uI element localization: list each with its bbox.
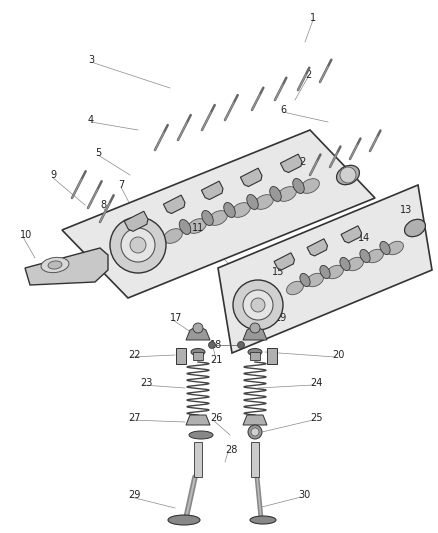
Circle shape xyxy=(121,228,155,262)
Ellipse shape xyxy=(300,273,310,287)
Ellipse shape xyxy=(179,220,191,235)
Ellipse shape xyxy=(340,257,350,271)
Ellipse shape xyxy=(380,241,390,255)
Text: 16: 16 xyxy=(248,283,260,293)
Text: 30: 30 xyxy=(298,490,310,500)
Text: 15: 15 xyxy=(272,267,284,277)
Polygon shape xyxy=(341,226,361,243)
Ellipse shape xyxy=(187,219,206,233)
Text: 24: 24 xyxy=(310,378,322,388)
Text: 17: 17 xyxy=(170,313,182,323)
Ellipse shape xyxy=(286,281,304,295)
Text: 19: 19 xyxy=(275,313,287,323)
Circle shape xyxy=(251,298,265,312)
Text: 10: 10 xyxy=(20,230,32,240)
Polygon shape xyxy=(25,248,108,285)
Text: 25: 25 xyxy=(310,413,322,423)
Text: 23: 23 xyxy=(140,378,152,388)
Ellipse shape xyxy=(327,265,343,279)
Ellipse shape xyxy=(164,229,182,244)
Circle shape xyxy=(243,290,273,320)
Ellipse shape xyxy=(250,516,276,524)
Ellipse shape xyxy=(320,265,330,279)
Polygon shape xyxy=(62,130,375,298)
Ellipse shape xyxy=(168,515,200,525)
Ellipse shape xyxy=(336,165,360,185)
Text: 14: 14 xyxy=(358,233,370,243)
Text: 27: 27 xyxy=(128,413,141,423)
Ellipse shape xyxy=(270,187,281,201)
Circle shape xyxy=(251,428,259,436)
Ellipse shape xyxy=(224,203,235,217)
Ellipse shape xyxy=(278,187,297,201)
Text: 3: 3 xyxy=(88,55,94,65)
Ellipse shape xyxy=(191,349,205,356)
Bar xyxy=(267,348,277,364)
Ellipse shape xyxy=(300,179,319,193)
Circle shape xyxy=(110,217,166,273)
Bar xyxy=(251,442,259,477)
Circle shape xyxy=(208,342,215,349)
Circle shape xyxy=(250,323,260,333)
Text: 21: 21 xyxy=(210,355,223,365)
Ellipse shape xyxy=(189,431,213,439)
Ellipse shape xyxy=(232,203,251,217)
Text: 22: 22 xyxy=(128,350,141,360)
Ellipse shape xyxy=(307,273,324,287)
Bar xyxy=(250,352,260,360)
Ellipse shape xyxy=(386,241,403,255)
Circle shape xyxy=(233,280,283,330)
Polygon shape xyxy=(186,415,210,425)
Text: 18: 18 xyxy=(210,340,222,350)
Polygon shape xyxy=(243,415,267,425)
Polygon shape xyxy=(274,253,294,270)
Bar xyxy=(176,348,186,364)
Ellipse shape xyxy=(248,349,262,356)
Polygon shape xyxy=(240,168,262,187)
Ellipse shape xyxy=(346,257,364,271)
Ellipse shape xyxy=(41,257,69,273)
Circle shape xyxy=(193,323,203,333)
Bar xyxy=(194,442,202,477)
Polygon shape xyxy=(163,195,185,214)
Ellipse shape xyxy=(405,219,425,237)
Circle shape xyxy=(130,237,146,253)
Bar xyxy=(193,352,203,360)
Polygon shape xyxy=(124,211,148,231)
Polygon shape xyxy=(201,181,223,199)
Ellipse shape xyxy=(254,195,273,209)
Ellipse shape xyxy=(208,211,227,225)
Ellipse shape xyxy=(367,249,384,263)
Ellipse shape xyxy=(48,261,62,269)
Text: 6: 6 xyxy=(280,105,286,115)
Text: 20: 20 xyxy=(332,350,344,360)
Text: 8: 8 xyxy=(100,200,106,210)
Text: 12: 12 xyxy=(295,157,307,167)
Text: 11: 11 xyxy=(192,223,204,233)
Text: 1: 1 xyxy=(310,13,316,23)
Text: 2: 2 xyxy=(305,70,311,80)
Polygon shape xyxy=(243,328,267,340)
Text: 7: 7 xyxy=(118,180,124,190)
Ellipse shape xyxy=(360,249,370,263)
Ellipse shape xyxy=(293,179,304,193)
Text: 13: 13 xyxy=(400,205,412,215)
Circle shape xyxy=(340,167,356,183)
Ellipse shape xyxy=(202,211,213,225)
Polygon shape xyxy=(186,328,210,340)
Text: 5: 5 xyxy=(95,148,101,158)
Ellipse shape xyxy=(247,195,258,209)
Circle shape xyxy=(237,342,244,349)
Text: 4: 4 xyxy=(88,115,94,125)
Polygon shape xyxy=(218,185,432,353)
Polygon shape xyxy=(307,239,328,256)
Text: 26: 26 xyxy=(210,413,223,423)
Circle shape xyxy=(248,425,262,439)
Text: 28: 28 xyxy=(225,445,237,455)
Polygon shape xyxy=(280,154,302,173)
Text: 9: 9 xyxy=(50,170,56,180)
Text: 29: 29 xyxy=(128,490,140,500)
